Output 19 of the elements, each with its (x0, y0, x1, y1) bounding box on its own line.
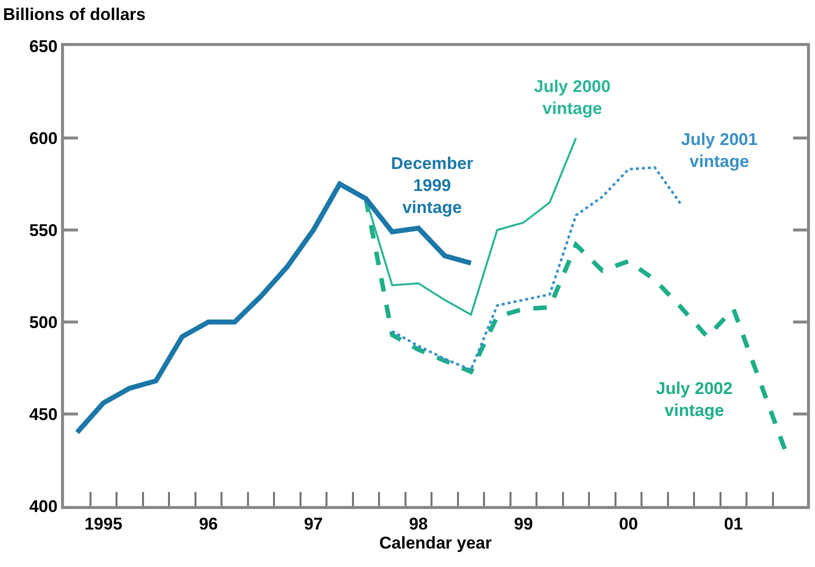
x-tick-label: 98 (408, 514, 428, 534)
x-tick-label: 1995 (84, 514, 122, 534)
y-tick-label: 600 (29, 128, 58, 148)
y-tick-label: 500 (29, 312, 58, 332)
x-tick-label: 97 (304, 514, 323, 534)
series-label: July 2001 vintage (681, 130, 758, 172)
series-label: December 1999 vintage (391, 154, 474, 218)
y-tick-label: 400 (29, 496, 58, 516)
y-axis-title: Billions of dollars (3, 5, 146, 24)
x-tick-label: 99 (514, 514, 533, 534)
x-tick-label: 96 (198, 514, 218, 534)
series-label: July 2002 vintage (656, 379, 733, 420)
y-tick-label: 450 (29, 404, 58, 424)
y-tick-label: 550 (29, 220, 58, 240)
x-axis-title: Calendar year (379, 533, 492, 552)
x-tick-label: 01 (724, 514, 743, 534)
text: July 2000 vintage (534, 77, 611, 118)
x-tick-label: 00 (619, 514, 638, 534)
y-tick-label: 650 (29, 36, 58, 56)
